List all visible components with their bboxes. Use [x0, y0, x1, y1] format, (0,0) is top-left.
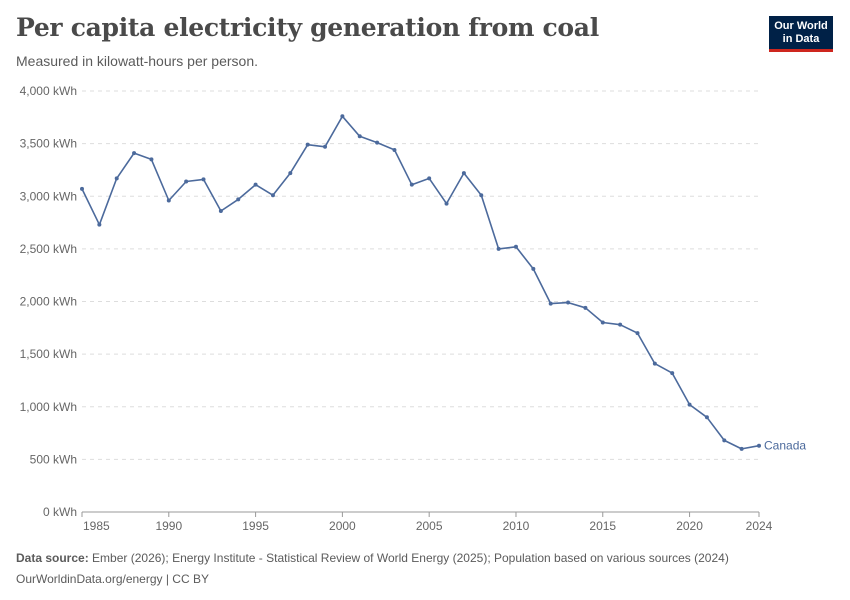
data-source-line: Data source: Ember (2026); Energy Instit… — [16, 548, 729, 569]
axes: 0 kWh 500 kWh 1,000 kWh 1,500 kWh 2,000 kWh 2… — [20, 84, 773, 533]
data-point[interactable] — [635, 331, 640, 336]
data-point[interactable] — [80, 186, 84, 191]
x-tick-label: 1985 — [83, 519, 110, 533]
data-point[interactable] — [496, 246, 501, 251]
chart-title: Per capita electricity generation from c… — [16, 13, 599, 42]
data-point[interactable] — [97, 222, 102, 227]
series-canada: Canada — [80, 114, 806, 453]
data-point[interactable] — [236, 197, 241, 202]
y-tick-label: 2,000 kWh — [20, 295, 77, 309]
data-point[interactable] — [583, 305, 588, 310]
data-point[interactable] — [253, 182, 258, 187]
data-point[interactable] — [340, 114, 345, 119]
data-point[interactable] — [600, 320, 605, 325]
data-point[interactable] — [114, 176, 119, 181]
data-point[interactable] — [566, 300, 571, 305]
data-point[interactable] — [392, 147, 397, 152]
data-point[interactable] — [618, 322, 623, 327]
data-point[interactable] — [184, 179, 189, 184]
x-tick-label: 2024 — [746, 519, 773, 533]
data-point[interactable] — [288, 171, 293, 176]
line-chart: 0 kWh 500 kWh 1,000 kWh 1,500 kWh 2,000 kWh 2… — [20, 84, 807, 533]
y-tick-label: 1,500 kWh — [20, 347, 77, 361]
logo-line-2: in Data — [782, 33, 820, 45]
series-line-canada — [81, 115, 760, 450]
data-point[interactable] — [305, 142, 310, 147]
y-tick-label: 3,500 kWh — [20, 137, 77, 151]
data-point[interactable] — [739, 446, 744, 451]
data-source-label: Data source: — [16, 551, 89, 565]
data-point[interactable] — [722, 438, 727, 443]
data-point[interactable] — [270, 193, 275, 198]
grid-lines — [82, 90, 759, 460]
y-tick-label: 500 kWh — [30, 452, 77, 466]
data-point[interactable] — [444, 201, 449, 206]
y-tick-label: 4,000 kWh — [20, 84, 77, 98]
x-tick-label: 2000 — [329, 519, 356, 533]
x-tick-label: 2010 — [503, 519, 530, 533]
data-point[interactable] — [357, 134, 362, 139]
data-point[interactable] — [531, 266, 536, 271]
owid-logo[interactable]: Our World in Data — [769, 16, 833, 52]
y-tick-label: 0 kWh — [43, 505, 77, 519]
site-credit[interactable]: OurWorldinData.org/energy | CC BY — [16, 572, 209, 586]
data-point[interactable] — [548, 301, 553, 306]
x-tick-label: 2005 — [416, 519, 443, 533]
data-point[interactable] — [166, 198, 171, 203]
data-point[interactable] — [652, 361, 657, 366]
y-tick-label: 1,000 kWh — [20, 400, 77, 414]
data-point[interactable] — [427, 176, 432, 181]
data-source-text: Ember (2026); Energy Institute - Statist… — [92, 551, 729, 565]
x-tick-label: 1990 — [155, 519, 182, 533]
footer: Data source: Ember (2026); Energy Instit… — [16, 548, 729, 590]
data-point[interactable] — [670, 371, 675, 376]
x-tick-label: 2020 — [676, 519, 703, 533]
data-point[interactable] — [757, 443, 761, 448]
y-tick-label: 3,000 kWh — [20, 189, 77, 203]
x-tick-label: 1995 — [242, 519, 269, 533]
data-point[interactable] — [513, 244, 518, 249]
y-tick-label: 2,500 kWh — [20, 242, 77, 256]
series-label-canada[interactable]: Canada — [764, 439, 806, 453]
data-point[interactable] — [375, 140, 380, 145]
data-point[interactable] — [132, 151, 137, 156]
data-point[interactable] — [687, 402, 692, 407]
data-point[interactable] — [461, 171, 466, 176]
data-point[interactable] — [201, 177, 206, 182]
data-point[interactable] — [323, 144, 328, 149]
data-point[interactable] — [479, 193, 484, 198]
chart-subtitle: Measured in kilowatt-hours per person. — [16, 53, 259, 69]
data-point[interactable] — [704, 415, 709, 420]
data-point[interactable] — [218, 208, 223, 213]
logo-line-1: Our World — [774, 20, 828, 32]
x-tick-label: 2015 — [589, 519, 616, 533]
data-point[interactable] — [409, 182, 414, 187]
data-point[interactable] — [149, 157, 154, 162]
